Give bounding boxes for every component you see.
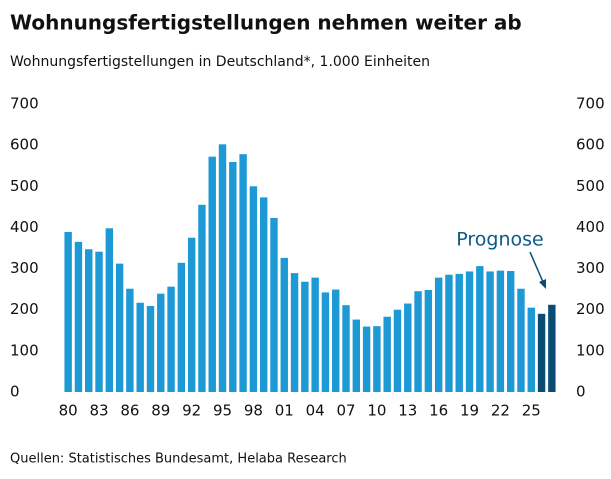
bar xyxy=(229,162,237,392)
bar xyxy=(362,326,371,392)
bar xyxy=(74,241,83,392)
x-tick-label: 07 xyxy=(336,402,355,420)
bar xyxy=(218,144,227,392)
bar xyxy=(136,302,144,392)
y2-tick-label: 600 xyxy=(576,136,605,154)
x-tick-label: 83 xyxy=(89,402,108,420)
bar xyxy=(517,288,525,392)
annotation: Prognose xyxy=(456,229,543,251)
bar xyxy=(280,257,288,392)
bar xyxy=(373,326,381,392)
y2-tick-label: 200 xyxy=(576,300,605,318)
bar xyxy=(465,271,474,392)
source: Quellen: Statistisches Bundesamt, Helaba… xyxy=(10,452,347,467)
y-tick-label: 100 xyxy=(10,341,39,359)
x-tick-label: 22 xyxy=(491,402,510,420)
bar xyxy=(476,266,484,392)
x-tick-label: 01 xyxy=(275,402,294,420)
chart-subtitle: Wohnungsfertigstellungen in Deutschland*… xyxy=(10,54,430,70)
bar xyxy=(548,304,556,392)
bar xyxy=(352,319,361,392)
x-tick-label: 13 xyxy=(398,402,417,420)
y-tick-label: 300 xyxy=(10,259,39,277)
bar xyxy=(146,306,155,392)
y-tick-label: 500 xyxy=(10,177,39,195)
bar xyxy=(342,305,350,392)
bar xyxy=(198,204,206,392)
y-tick-label: 0 xyxy=(10,383,20,401)
bar xyxy=(270,217,278,392)
bar xyxy=(290,273,299,392)
x-tick-label: 89 xyxy=(151,402,170,420)
bar xyxy=(486,271,494,392)
x-tick-label: 92 xyxy=(182,402,201,420)
bar xyxy=(506,271,515,392)
bar xyxy=(404,303,412,392)
bar xyxy=(455,273,463,392)
bar xyxy=(249,186,258,392)
bar xyxy=(414,291,422,392)
y2-tick-label: 500 xyxy=(576,177,605,195)
y2-tick-label: 0 xyxy=(576,383,586,401)
y2-tick-label: 100 xyxy=(576,341,605,359)
chart-title: Wohnungsfertigstellungen nehmen weiter a… xyxy=(10,11,522,35)
bar xyxy=(177,262,186,392)
x-tick-label: 10 xyxy=(367,402,386,420)
bar xyxy=(126,288,134,392)
y2-tick-label: 700 xyxy=(576,95,605,113)
bar xyxy=(383,316,391,392)
bar xyxy=(157,293,165,392)
bar xyxy=(187,237,196,392)
bar xyxy=(496,270,505,392)
x-tick-label: 80 xyxy=(59,402,78,420)
bar xyxy=(311,277,319,392)
x-tick-label: 04 xyxy=(306,402,325,420)
annotation-arrow xyxy=(529,251,544,283)
bar xyxy=(208,156,216,392)
bar xyxy=(537,313,546,392)
bar xyxy=(424,289,433,392)
y-tick-label: 400 xyxy=(10,218,39,236)
x-tick-label: 86 xyxy=(120,402,139,420)
x-tick-label: 19 xyxy=(460,402,479,420)
bar xyxy=(321,292,330,392)
x-tick-label: 25 xyxy=(522,402,541,420)
y-tick-label: 600 xyxy=(10,136,39,154)
bar xyxy=(95,251,103,392)
bar xyxy=(332,289,340,392)
y-tick-label: 700 xyxy=(10,95,39,113)
x-tick-label: 98 xyxy=(244,402,263,420)
y-tick-label: 200 xyxy=(10,300,39,318)
bar xyxy=(115,263,124,392)
y2-tick-label: 300 xyxy=(576,259,605,277)
bar xyxy=(105,228,114,392)
bar xyxy=(85,249,93,392)
bar xyxy=(527,307,535,392)
y2-tick-label: 400 xyxy=(576,218,605,236)
bar xyxy=(393,309,402,392)
x-tick-label: 95 xyxy=(213,402,232,420)
bar xyxy=(167,286,175,392)
arrow-head xyxy=(539,279,546,289)
x-tick-label: 16 xyxy=(429,402,448,420)
bar xyxy=(259,197,268,392)
bar xyxy=(239,154,247,392)
bar xyxy=(301,281,309,392)
bar xyxy=(434,277,443,392)
bar xyxy=(445,274,453,392)
bar xyxy=(64,231,72,392)
